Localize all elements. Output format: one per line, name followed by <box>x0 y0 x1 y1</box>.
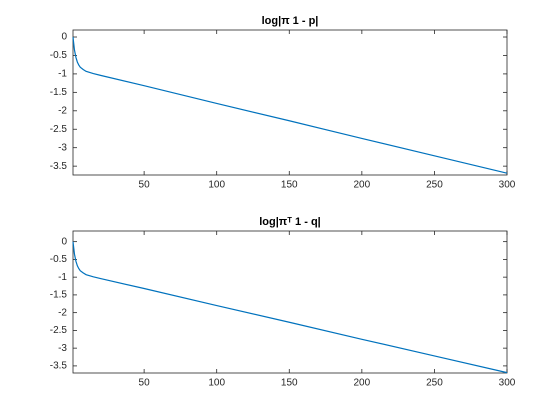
x-tick-label: 100 <box>208 180 225 191</box>
y-tick-label: -2 <box>58 105 67 116</box>
chart-title: log|π 1 - p| <box>262 15 319 27</box>
y-tick-label: -2.5 <box>50 325 68 336</box>
x-tick-label: 200 <box>354 180 371 191</box>
chart-title: log|πᵀ 1 - q| <box>259 216 321 228</box>
x-tick-label: 200 <box>354 378 371 389</box>
x-tick-label: 50 <box>139 180 151 191</box>
x-tick-label: 300 <box>499 378 516 389</box>
line <box>72 36 508 174</box>
x-tick-label: 150 <box>281 180 298 191</box>
y-tick-label: -0.5 <box>50 254 68 265</box>
y-tick-label: -2.5 <box>50 124 68 135</box>
y-tick-label: -1 <box>58 69 67 80</box>
y-tick-label: -3.5 <box>50 361 68 372</box>
x-tick-label: 150 <box>281 378 298 389</box>
axes-box <box>72 230 508 374</box>
y-tick-label: -0.5 <box>50 50 68 61</box>
x-tick-label: 100 <box>208 378 225 389</box>
x-tick-label: 50 <box>139 378 151 389</box>
y-tick-label: -1.5 <box>50 87 68 98</box>
y-tick-label: -1 <box>58 272 67 283</box>
y-tick-label: 0 <box>61 236 67 247</box>
x-tick-label: 250 <box>426 378 443 389</box>
y-tick-label: 0 <box>61 32 67 43</box>
y-tick-label: -3 <box>58 343 67 354</box>
y-tick-label: -1.5 <box>50 290 68 301</box>
x-tick-label: 300 <box>499 180 516 191</box>
x-tick-label: 250 <box>426 180 443 191</box>
y-tick-label: -2 <box>58 307 67 318</box>
axes-box <box>72 29 508 176</box>
y-tick-label: -3.5 <box>50 161 68 172</box>
line <box>72 241 508 374</box>
y-tick-label: -3 <box>58 142 67 153</box>
